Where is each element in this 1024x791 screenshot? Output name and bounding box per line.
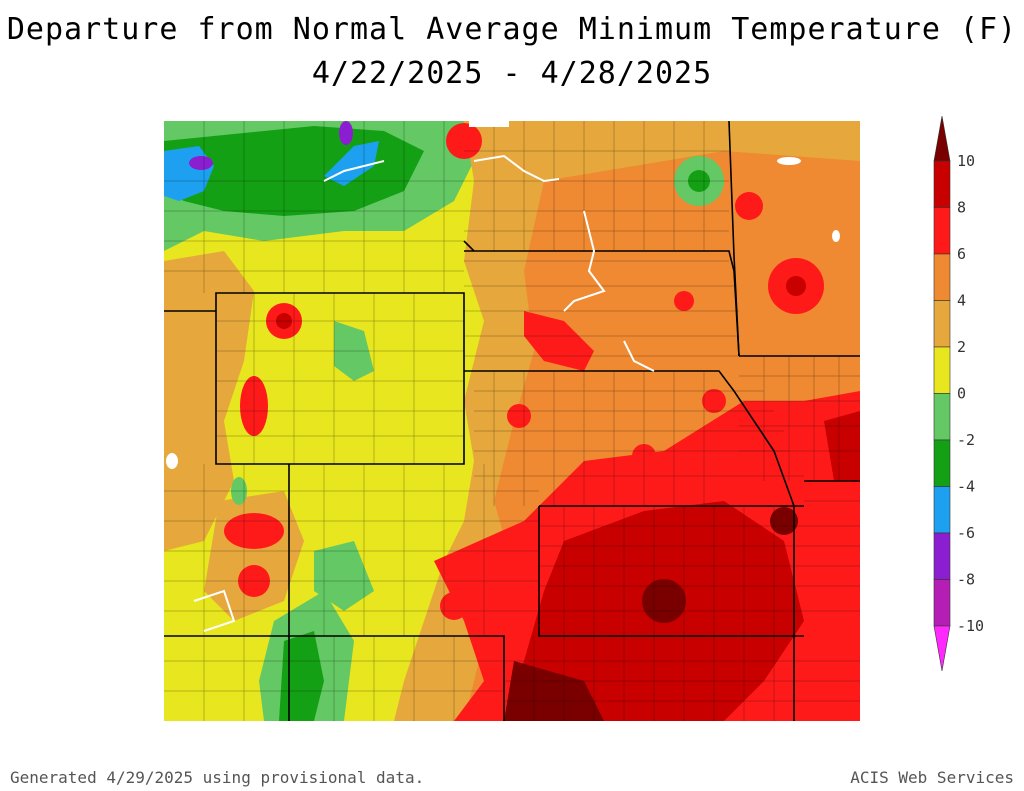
hot-spot-west-3 xyxy=(224,513,284,549)
hot-spot-west-4 xyxy=(238,565,270,597)
legend-tick-label: -10 xyxy=(957,617,984,635)
date-range: 4/22/2025 - 4/28/2025 xyxy=(311,56,713,91)
very-cold-spot-1 xyxy=(189,156,213,170)
legend-bin xyxy=(933,300,951,348)
legend-bin xyxy=(933,115,951,162)
legend-bin xyxy=(933,486,951,534)
legend-tick-label: 10 xyxy=(957,152,975,170)
hot-spot-6 xyxy=(632,444,656,468)
rivers xyxy=(193,154,655,632)
legend-tick-label: -4 xyxy=(957,478,975,496)
legend-tick-label: 4 xyxy=(957,292,966,310)
hot-spot-northeast-2 xyxy=(735,192,763,220)
hot-spot-3 xyxy=(674,291,694,311)
county-grid xyxy=(164,121,860,721)
legend-bin xyxy=(933,346,951,394)
cooler-spot-northeast xyxy=(688,170,710,192)
warm-zone-west xyxy=(164,251,254,551)
legend-bin xyxy=(933,253,951,301)
legend-tick-label: 2 xyxy=(957,338,966,356)
cool-pocket-west xyxy=(231,477,247,505)
legend-tick-label: 8 xyxy=(957,199,966,217)
legend-bin xyxy=(933,439,951,487)
legend-tick-label: -6 xyxy=(957,524,975,542)
lakes xyxy=(166,157,840,469)
generated-note: Generated 4/29/2025 using provisional da… xyxy=(10,768,425,787)
legend-tick-label: 6 xyxy=(957,245,966,263)
hot-spot-central xyxy=(524,311,594,371)
legend-bin xyxy=(933,160,951,208)
legend-bin xyxy=(933,393,951,441)
cool-pocket-central xyxy=(334,321,374,381)
source-credit: ACIS Web Services xyxy=(850,768,1014,787)
hot-core-west-1 xyxy=(276,313,292,329)
hot-spot-5 xyxy=(702,389,726,413)
legend-bin xyxy=(933,579,951,627)
legend-bin xyxy=(933,532,951,580)
color-legend: 10 8 6 4 2 0 -2 -4 -6 -8 -10 xyxy=(933,115,984,672)
temperature-departure-map xyxy=(164,121,860,721)
legend-bin xyxy=(933,207,951,255)
hot-spot-4 xyxy=(507,404,531,428)
map-title: Departure from Normal Average Minimum Te… xyxy=(6,12,1018,47)
extreme-warm-zone-south xyxy=(504,661,604,721)
map-notch xyxy=(469,121,509,127)
very-cold-spot-2 xyxy=(339,121,353,145)
state-boundaries xyxy=(164,121,860,721)
hot-core-northeast-1 xyxy=(786,276,806,296)
legend-tick-label: -2 xyxy=(957,431,975,449)
legend-tick-label: -8 xyxy=(957,571,975,589)
legend-tick-label: 0 xyxy=(957,385,966,403)
hot-spot-north xyxy=(446,123,482,159)
extreme-warm-spot-2 xyxy=(770,507,798,535)
hot-spot-west-2 xyxy=(240,376,268,436)
extreme-warm-spot-1 xyxy=(642,579,686,623)
cooler-zone-south xyxy=(279,631,324,721)
legend-bin xyxy=(933,625,951,672)
much-warmer-zone-east xyxy=(824,411,860,481)
hot-spot-7 xyxy=(440,592,468,620)
cool-pocket-south-central xyxy=(314,541,374,611)
